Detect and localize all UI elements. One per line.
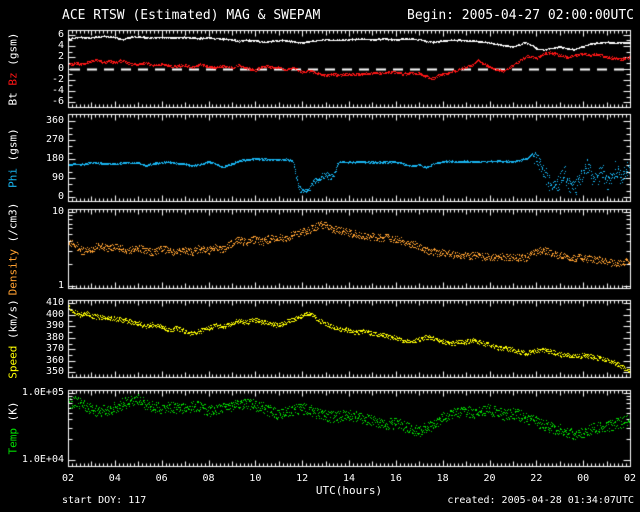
x-tick-label: 14 (342, 473, 356, 484)
x-tick-label: 02 (623, 473, 637, 484)
y-tick-label: 2 (57, 51, 64, 63)
plot-title: ACE RTSW (Estimated) MAG & SWEPAM (62, 8, 321, 23)
x-tick-label: 16 (389, 473, 402, 484)
y-tick-label: 360 (45, 354, 64, 366)
y-tick-label: 6 (57, 28, 64, 40)
y-tick-label: 90 (51, 171, 64, 183)
x-tick-label: 00 (577, 473, 590, 484)
panel-axis-label-part: (km/s) (6, 298, 20, 339)
y-tick-label: 360 (45, 115, 64, 127)
created-timestamp: created: 2005-04-28 01:34:07UTC (447, 495, 634, 506)
y-tick-label: 0 (57, 62, 64, 74)
y-tick-label: 380 (45, 331, 64, 343)
panel-axis-label-phi: Phi (gsm) (6, 127, 20, 188)
x-tick-label: 18 (436, 473, 449, 484)
y-tick-label: -6 (51, 96, 64, 108)
panel-axis-label-part: (K) (6, 401, 20, 422)
panel-axis-label-part: Density (6, 241, 20, 295)
x-tick-label: 08 (202, 473, 215, 484)
x-tick-label: 10 (249, 473, 262, 484)
y-tick-label: 4 (57, 40, 64, 52)
y-tick-label: 10 (51, 206, 64, 218)
x-tick-label: 20 (483, 473, 496, 484)
panel-axis-label-part: Temp (6, 421, 20, 455)
x-axis-label: UTC(hours) (315, 484, 383, 497)
y-tick-label: 180 (45, 153, 64, 165)
y-tick-label: 270 (45, 134, 64, 146)
panel-axis-label-temp: Temp (K) (6, 401, 20, 455)
x-tick-label: 02 (61, 473, 75, 484)
y-tick-label: -4 (51, 84, 64, 96)
begin-timestamp: Begin: 2005-04-27 02:00:00UTC (407, 8, 634, 23)
y-tick-label: 410 (45, 297, 64, 309)
y-tick-label: 1.0E+04 (21, 453, 64, 465)
x-tick-label: 04 (108, 473, 121, 484)
y-tick-label: 370 (45, 343, 64, 355)
panel-axis-label-density: Density (/cm3) (6, 202, 20, 295)
panel-axis-label-part: Speed (6, 338, 20, 379)
panel-axis-label-speed: Speed (km/s) (6, 298, 20, 379)
y-tick-label: -2 (51, 73, 64, 85)
start-doy: start DOY: 117 (62, 495, 147, 506)
panel-axis-label-part: (/cm3) (6, 202, 20, 242)
x-tick-label: 06 (155, 473, 168, 484)
y-tick-label: 0 (57, 190, 64, 202)
panel-axis-label-part: Bt (6, 85, 20, 105)
panel-axis-label-part: (gsm) (6, 127, 20, 161)
panel-axis-label-bt-bz: Bt Bz (gsm) (6, 32, 20, 105)
panel-axis-label-part: (gsm) (6, 32, 20, 66)
y-tick-label: 1.0E+05 (21, 386, 64, 398)
y-tick-label: 400 (45, 308, 64, 320)
y-tick-label: 1 (57, 280, 64, 291)
x-tick-label: 12 (296, 473, 309, 484)
x-tick-label: 22 (530, 473, 543, 484)
panel-axis-label-part: Bz (6, 65, 20, 86)
panel-axis-label-part: Phi (6, 160, 20, 188)
y-tick-label: 390 (45, 320, 64, 332)
y-tick-label: 350 (45, 366, 64, 378)
